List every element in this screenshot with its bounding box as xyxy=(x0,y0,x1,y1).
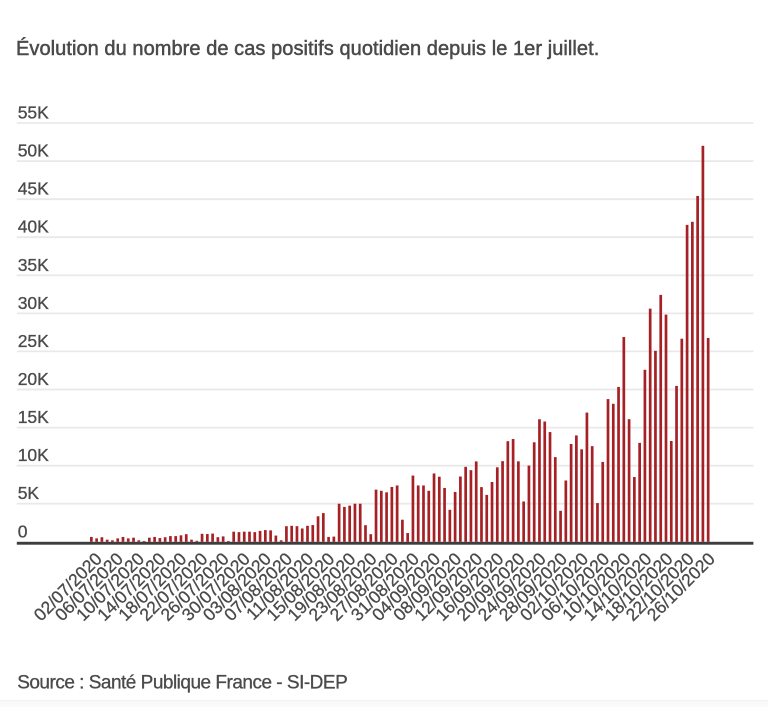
svg-text:5K: 5K xyxy=(18,483,40,503)
svg-text:20K: 20K xyxy=(18,369,49,389)
svg-text:15K: 15K xyxy=(18,407,49,427)
svg-text:45K: 45K xyxy=(18,179,49,199)
svg-text:40K: 40K xyxy=(18,217,49,237)
svg-text:0: 0 xyxy=(18,521,28,541)
svg-text:50K: 50K xyxy=(18,141,49,161)
svg-text:Évolution du nombre de cas pos: Évolution du nombre de cas positifs quot… xyxy=(16,37,599,60)
svg-text:55K: 55K xyxy=(18,103,49,123)
svg-text:25K: 25K xyxy=(18,331,49,351)
svg-text:30K: 30K xyxy=(18,293,49,313)
svg-text:35K: 35K xyxy=(18,255,49,275)
svg-text:Source : Santé Publique France: Source : Santé Publique France - SI-DEP xyxy=(17,673,347,694)
svg-text:10K: 10K xyxy=(18,445,49,465)
